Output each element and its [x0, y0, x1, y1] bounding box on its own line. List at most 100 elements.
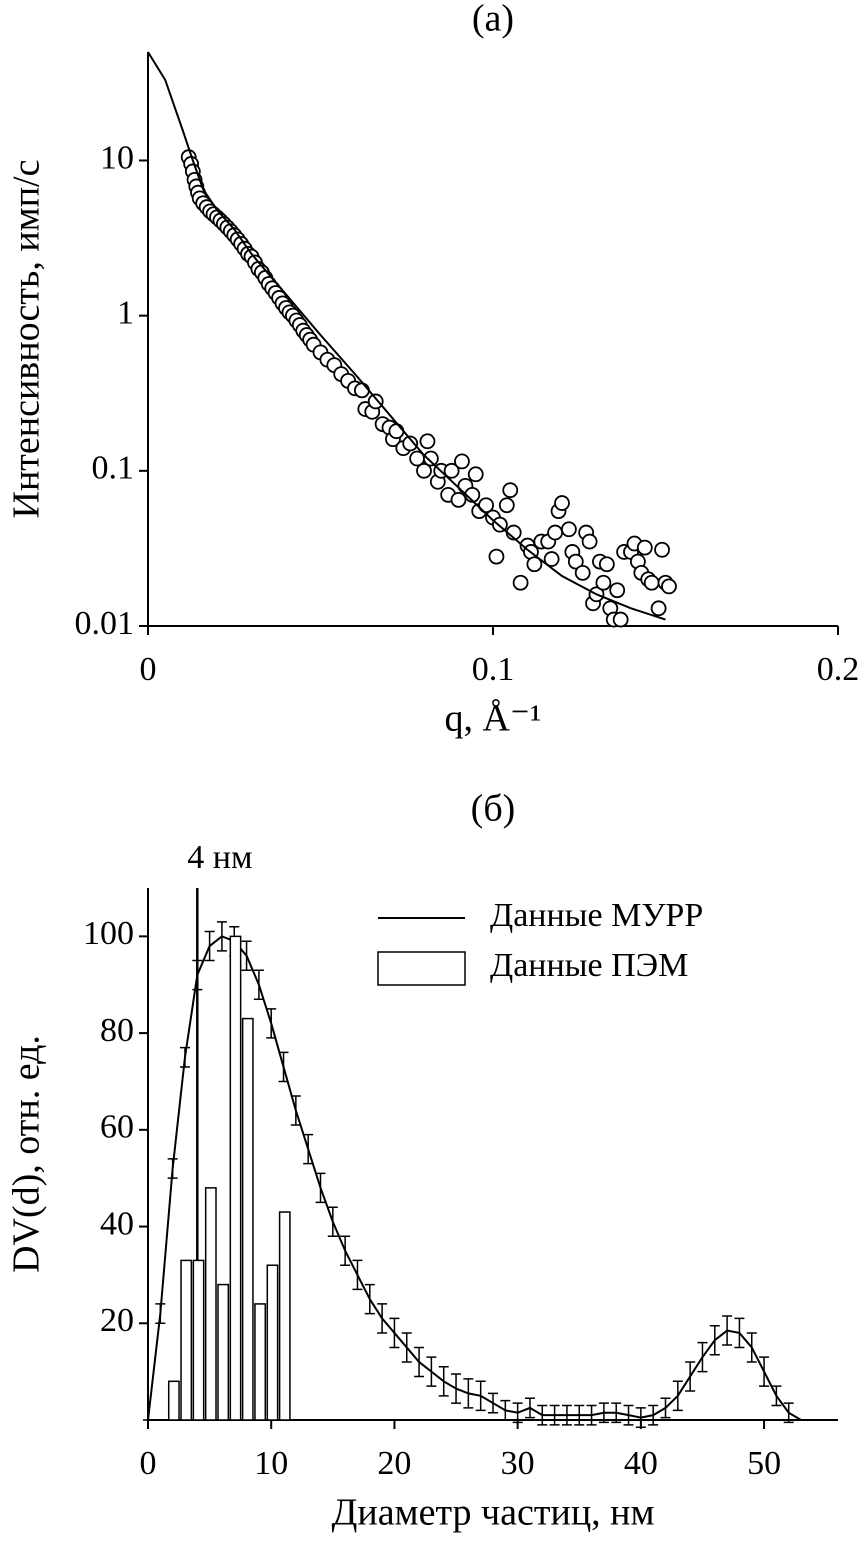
marker — [443, 462, 460, 479]
marker — [454, 453, 470, 470]
chart-title: (a) — [472, 0, 514, 40]
marker — [661, 578, 677, 595]
error-bar — [574, 1404, 585, 1426]
line — [147, 935, 802, 1421]
marker — [353, 382, 370, 399]
error-bar — [340, 1235, 351, 1266]
bar — [167, 1380, 180, 1421]
marker — [554, 495, 570, 511]
marker — [488, 548, 505, 565]
marker — [422, 450, 439, 467]
error-bar — [635, 1407, 646, 1428]
error-bar — [672, 1380, 683, 1412]
legend-label: Данные МУРР — [490, 897, 703, 934]
legend-swatch — [377, 951, 466, 986]
y-tick-label: 1 — [117, 294, 134, 331]
x-tick-label: 0 — [140, 1445, 157, 1482]
error-bar — [278, 1051, 289, 1083]
marker — [612, 611, 629, 628]
bar — [278, 1211, 291, 1421]
error-bar — [167, 1158, 178, 1179]
marker — [402, 435, 419, 452]
error-bar — [463, 1378, 474, 1409]
error-bar — [204, 930, 215, 962]
error-bar — [537, 1404, 548, 1426]
marker — [581, 533, 598, 550]
marker — [512, 574, 529, 591]
marker — [650, 600, 667, 617]
error-bar — [685, 1361, 696, 1392]
error-bar — [524, 1397, 535, 1419]
y-axis-label: DV(d), отн. ед. — [6, 1035, 48, 1273]
error-bar — [561, 1404, 572, 1426]
error-bar — [364, 1283, 375, 1315]
error-bar — [315, 1172, 326, 1204]
x-tick-label: 30 — [501, 1445, 535, 1482]
bar — [204, 1187, 217, 1421]
annotation: 4 нм — [187, 839, 252, 876]
error-bar — [155, 1303, 166, 1325]
x-axis-label: q, Å⁻¹ — [445, 698, 542, 740]
marker — [654, 541, 670, 558]
x-tick-label: 0 — [140, 651, 157, 688]
x-tick-label: 0.1 — [472, 651, 515, 688]
y-tick-label: 80 — [100, 1012, 134, 1049]
error-bar — [771, 1385, 782, 1407]
x-tick-label: 10 — [254, 1445, 288, 1482]
marker — [498, 497, 515, 514]
bar — [192, 1259, 205, 1421]
error-bar — [303, 1133, 314, 1165]
error-bar — [488, 1392, 498, 1414]
error-bar — [512, 1402, 523, 1424]
error-bar — [216, 921, 227, 952]
error-bar — [426, 1356, 437, 1387]
marker — [636, 539, 653, 556]
error-bar — [660, 1397, 671, 1419]
x-tick-label: 0.2 — [817, 651, 860, 688]
marker — [643, 574, 660, 591]
error-bar — [438, 1366, 449, 1397]
error-bar — [783, 1402, 794, 1424]
error-bar — [414, 1346, 425, 1378]
legend-label: Данные ПЭМ — [490, 947, 688, 984]
error-bar — [475, 1380, 486, 1412]
marker — [547, 524, 563, 541]
error-bar — [451, 1373, 462, 1404]
x-tick-label: 50 — [747, 1445, 781, 1482]
error-bar — [648, 1404, 659, 1426]
marker — [388, 423, 405, 440]
bar — [241, 1017, 254, 1421]
line — [147, 51, 666, 621]
error-bar — [611, 1402, 622, 1424]
y-tick-label: 10 — [100, 139, 134, 176]
marker — [598, 556, 615, 573]
bar — [254, 1303, 267, 1421]
marker — [467, 466, 484, 483]
bar — [266, 1264, 279, 1421]
marker — [543, 551, 560, 567]
bar — [229, 935, 242, 1421]
marker — [419, 433, 436, 450]
error-bar — [241, 940, 252, 971]
error-bar — [377, 1303, 388, 1334]
marker — [478, 497, 495, 514]
error-bar — [759, 1356, 770, 1387]
y-axis-label: Интенсивность, имп/с — [6, 160, 48, 519]
marker — [567, 553, 584, 570]
bar — [217, 1283, 230, 1421]
marker — [526, 556, 543, 573]
y-tick-label: 0.1 — [92, 450, 135, 487]
error-bar — [549, 1404, 560, 1426]
y-tick-label: 0.01 — [75, 605, 135, 642]
error-bar — [623, 1404, 634, 1426]
marker — [561, 521, 577, 538]
error-bar — [327, 1206, 338, 1237]
error-bar — [401, 1332, 412, 1363]
x-tick-label: 40 — [624, 1445, 658, 1482]
error-bar — [697, 1341, 708, 1373]
error-bar — [586, 1404, 597, 1426]
error-bar — [746, 1332, 757, 1363]
error-bar — [290, 1095, 301, 1126]
error-bar — [500, 1399, 511, 1421]
error-bar — [598, 1402, 609, 1424]
